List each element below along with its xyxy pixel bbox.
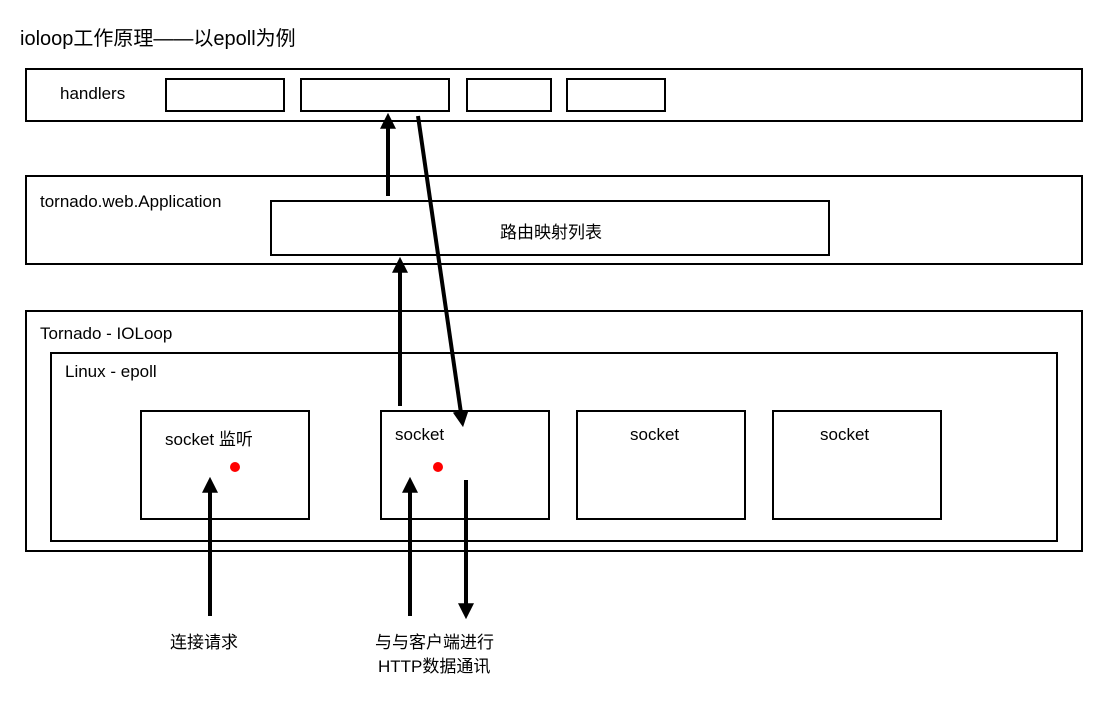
- handler-box-0: [165, 78, 285, 112]
- socket-label-0: socket 监听: [165, 425, 253, 450]
- handlers-label: handlers: [60, 84, 125, 104]
- handler-box-2: [466, 78, 552, 112]
- application-label: tornado.web.Application: [40, 192, 221, 212]
- socket-dot-0: [230, 462, 240, 472]
- page-title: ioloop工作原理——以epoll为例: [20, 22, 296, 51]
- socket-label-2: socket: [630, 425, 679, 445]
- annotation-conn-req: 连接请求: [170, 628, 238, 653]
- route-label: 路由映射列表: [500, 218, 602, 243]
- socket-label-1: socket: [395, 425, 444, 445]
- ioloop-label: Tornado - IOLoop: [40, 324, 172, 344]
- handler-box-1: [300, 78, 450, 112]
- annotation-http-2: HTTP数据通讯: [378, 652, 490, 677]
- diagram-canvas: ioloop工作原理——以epoll为例 handlers tornado.we…: [0, 0, 1109, 708]
- epoll-label: Linux - epoll: [65, 362, 157, 382]
- socket-label-3: socket: [820, 425, 869, 445]
- handler-box-3: [566, 78, 666, 112]
- socket-dot-1: [433, 462, 443, 472]
- annotation-http-1: 与与客户端进行: [375, 628, 494, 653]
